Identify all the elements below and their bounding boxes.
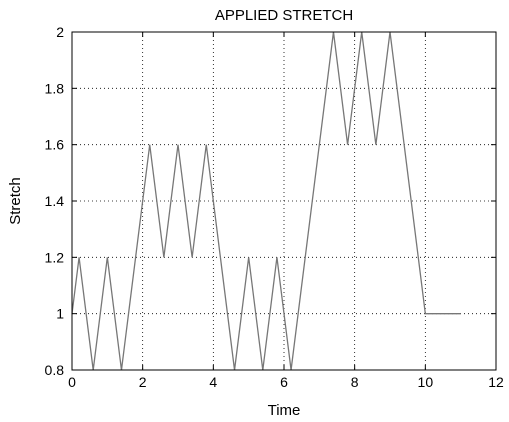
y-tick-label: 1 [56,306,64,322]
y-tick-label: 1.4 [45,193,65,209]
series-layer [71,31,461,371]
series-line-0 [71,31,461,371]
y-tick-label: 0.8 [45,362,65,378]
x-tick-label: 12 [488,374,504,390]
y-axis-label: Stretch [7,177,24,225]
grid-layer [72,32,496,370]
y-tick-label: 1.2 [45,249,65,265]
x-axis-label: Time [268,402,301,419]
x-tick-label: 2 [139,374,147,390]
y-tick-label: 2 [56,24,64,40]
chart-title: APPLIED STRETCH [215,7,353,24]
x-tick-label: 8 [351,374,359,390]
tick-layer: 0 2 4 6 8 10 12 0.8 1 1.2 1.4 1.6 1.8 2 [45,24,504,390]
x-tick-label: 0 [68,374,76,390]
x-tick-label: 6 [280,374,288,390]
x-tick-label: 4 [209,374,217,390]
y-tick-label: 1.6 [45,137,65,153]
x-tick-label: 10 [418,374,434,390]
y-tick-label: 1.8 [45,80,65,96]
